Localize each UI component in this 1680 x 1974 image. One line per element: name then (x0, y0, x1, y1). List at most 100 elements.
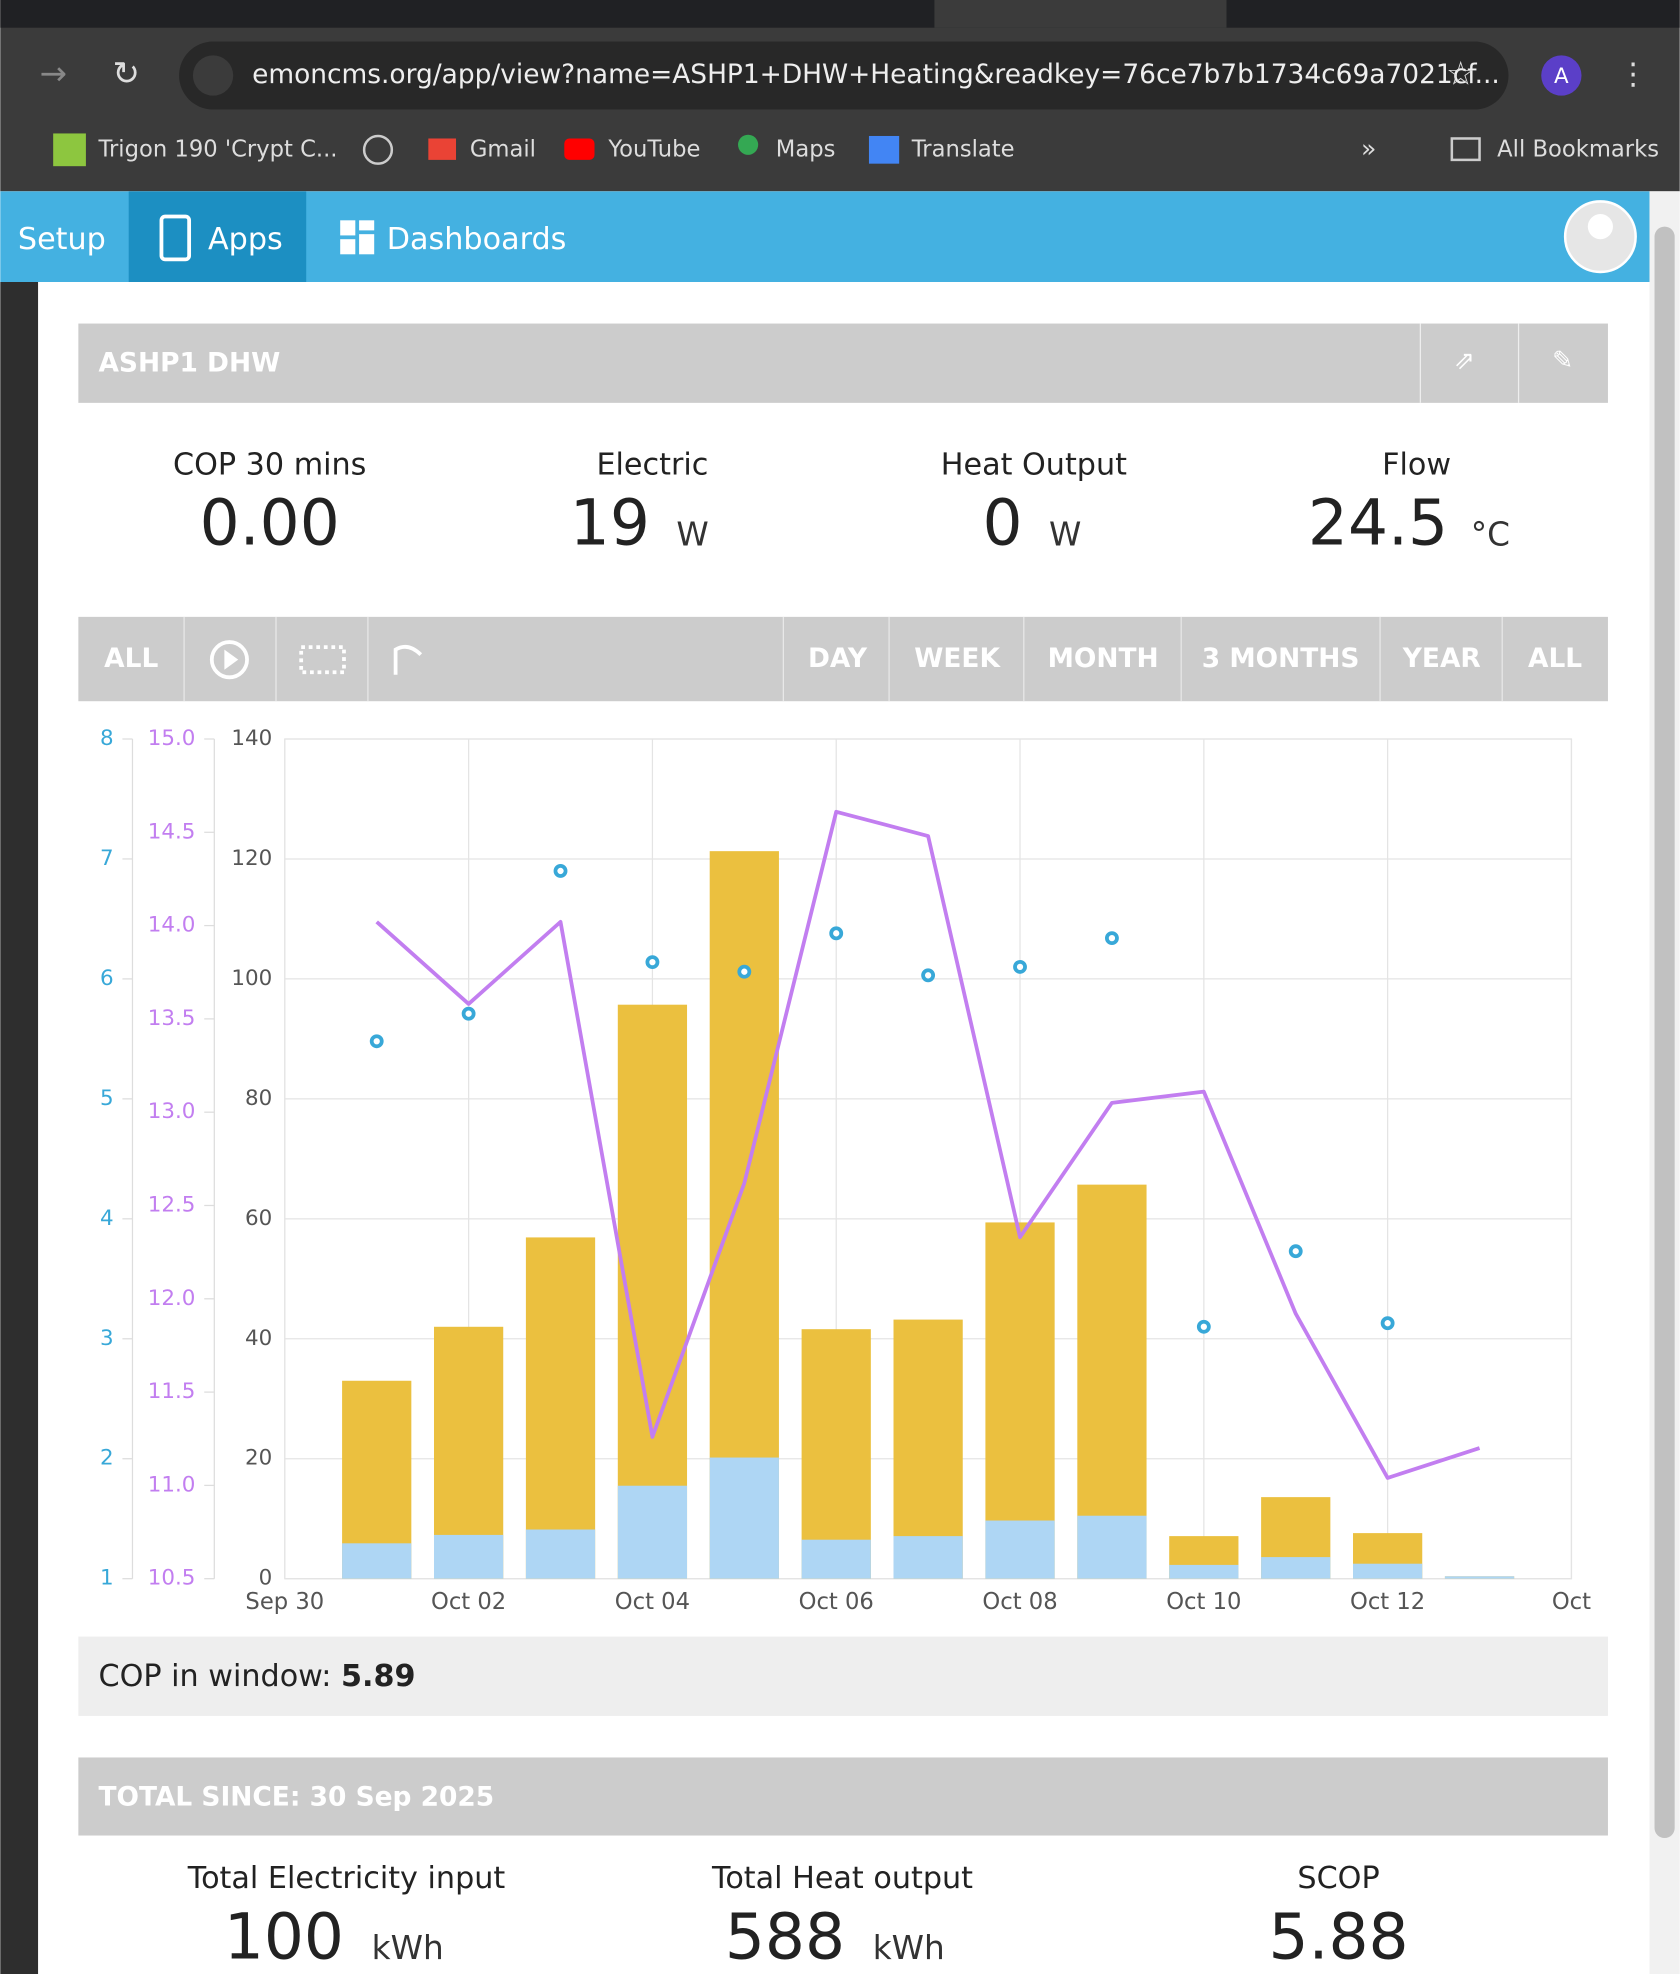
nav-item[interactable]: Setup (18, 222, 106, 257)
y-tick-label: 0 (259, 1566, 273, 1591)
total-label: SCOP (1297, 1861, 1379, 1896)
heating-button[interactable] (299, 645, 346, 675)
y-tick-label: 1 (100, 1566, 114, 1591)
toolbar-button[interactable]: WEEK (914, 643, 1001, 674)
y-tick-label: 6 (100, 966, 114, 991)
stat-value: 0.00 (200, 487, 340, 560)
y-tick-label: 5 (100, 1086, 114, 1111)
y-tick-label: 60 (245, 1206, 272, 1231)
bar (985, 1222, 1055, 1579)
point (1288, 1244, 1303, 1259)
y-tick-label: 3 (100, 1326, 114, 1351)
play-button[interactable] (209, 640, 249, 680)
y-tick-label: 2 (100, 1446, 114, 1471)
bookmark[interactable]: Gmail (470, 136, 536, 162)
avatar-head (1587, 214, 1613, 240)
bookmark-icon (362, 134, 394, 165)
point (829, 926, 844, 941)
stat-unit: °C (1471, 515, 1510, 553)
total-label: Total Electricity input (187, 1861, 506, 1896)
tab-strip (0, 0, 1680, 28)
scrollbar-thumb[interactable] (1654, 226, 1675, 1839)
bar (801, 1329, 871, 1579)
reload-button[interactable]: ↻ (112, 55, 139, 93)
address-bar[interactable] (179, 41, 1509, 110)
y-tick-label: 11.0 (148, 1472, 196, 1497)
cop-window-value: 5.89 (341, 1658, 416, 1693)
bar (1353, 1563, 1423, 1579)
bookmark[interactable]: Maps (776, 136, 836, 162)
site-info-icon[interactable] (192, 55, 234, 96)
config-button[interactable]: ✎ (1552, 345, 1573, 374)
dash-icon (340, 220, 356, 236)
menu-button[interactable]: ⋮ (1618, 57, 1648, 92)
point (1105, 931, 1119, 946)
bar (801, 1539, 871, 1579)
share-button[interactable]: ⇗ (1454, 345, 1475, 374)
point (645, 955, 660, 970)
bookmark-icon (738, 134, 759, 155)
x-tick-label: Oct 08 (982, 1589, 1057, 1615)
point (737, 964, 752, 979)
all-bookmarks[interactable]: All Bookmarks (1497, 136, 1659, 162)
bar (617, 1485, 688, 1579)
forward-button[interactable]: → (39, 55, 66, 93)
y-tick-label: 80 (245, 1086, 272, 1111)
total-value: 588 (725, 1900, 845, 1973)
more-bookmarks[interactable]: » (1361, 134, 1376, 163)
bar (342, 1543, 412, 1579)
stat-value: 0 (982, 487, 1022, 560)
toolbar (78, 616, 1608, 702)
y-tick-label: 20 (245, 1446, 272, 1471)
bar (893, 1536, 963, 1579)
x-tick-label: Oct 02 (431, 1589, 506, 1615)
bookmark-icon (868, 135, 900, 164)
dash-icon (359, 234, 375, 255)
y-tick-label: 11.5 (148, 1379, 196, 1404)
active-tab[interactable] (934, 0, 1227, 28)
bookmark[interactable]: YouTube (607, 136, 700, 162)
side-menu (0, 282, 39, 1974)
stat-label: Flow (1382, 447, 1451, 482)
x-tick-label: Sep 30 (245, 1589, 324, 1615)
bar (1444, 1576, 1515, 1579)
total-value: 100 (224, 1900, 344, 1973)
cop-window: COP in window: 5.89 (98, 1658, 415, 1693)
bar (617, 1004, 688, 1579)
folder-icon (1450, 137, 1481, 162)
stat-label: COP 30 mins (173, 447, 366, 482)
bar (1077, 1184, 1147, 1579)
toolbar-button[interactable]: 3 MONTHS (1202, 643, 1360, 674)
nav-item[interactable]: Dashboards (387, 222, 567, 257)
bar (525, 1529, 596, 1579)
point (369, 1034, 384, 1049)
dhw-button[interactable] (393, 644, 423, 675)
total-unit: kWh (873, 1929, 945, 1967)
point (921, 968, 936, 983)
y-tick-label: 4 (100, 1206, 114, 1231)
nav-item[interactable]: Apps (208, 222, 283, 257)
bookmark[interactable]: Translate (911, 136, 1015, 162)
panel-title: ASHP1 DHW (98, 347, 280, 378)
toolbar-button[interactable]: MONTH (1048, 643, 1159, 674)
toolbar-button[interactable]: YEAR (1402, 643, 1481, 674)
point (553, 864, 568, 878)
point (1196, 1319, 1211, 1334)
y-tick-label: 12.0 (148, 1286, 196, 1311)
bar (985, 1520, 1055, 1579)
toolbar-button[interactable]: ALL (104, 643, 158, 674)
bar (433, 1534, 504, 1579)
bar (525, 1237, 596, 1579)
bookmark[interactable]: Trigon 190 'Crypt C... (97, 136, 337, 162)
bookmark-star[interactable]: ☆ (1446, 55, 1475, 93)
panel-header (78, 323, 1608, 403)
y-tick-label: 13.5 (148, 1006, 196, 1031)
toolbar-button[interactable]: DAY (808, 643, 868, 674)
bookmark-icon (428, 138, 457, 160)
profile-avatar[interactable] (1541, 55, 1582, 96)
totals-title: TOTAL SINCE: 30 Sep 2025 (98, 1781, 494, 1812)
toolbar-button[interactable]: ALL (1528, 643, 1582, 674)
stat-unit: W (1049, 515, 1081, 553)
y-tick-label: 100 (231, 966, 272, 991)
